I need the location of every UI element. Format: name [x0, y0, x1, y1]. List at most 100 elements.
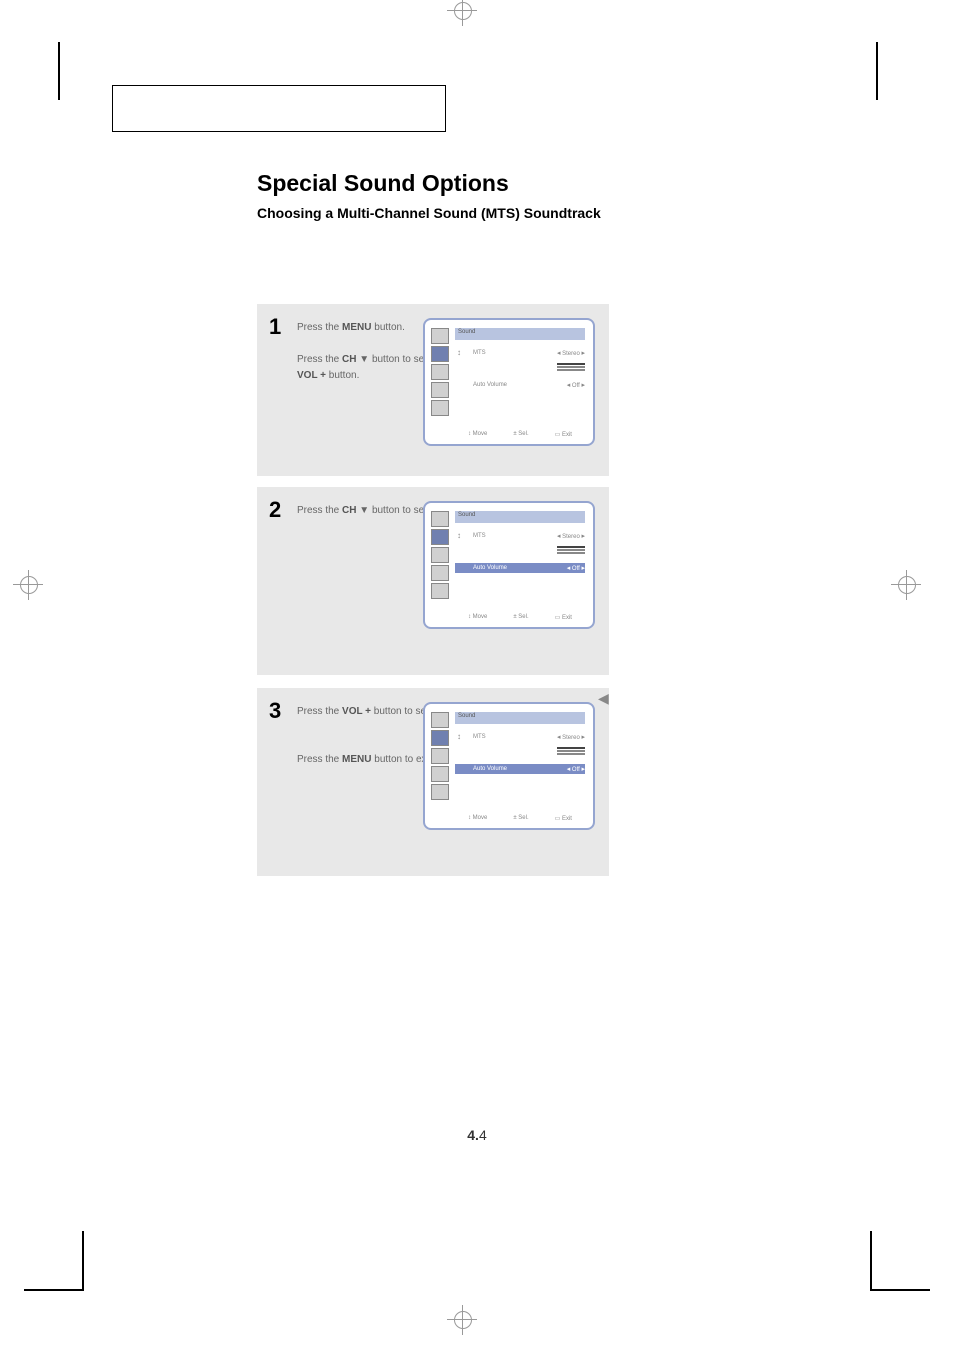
menu-tab-icon — [431, 712, 449, 728]
menu-row-label: Auto Volume — [473, 565, 507, 571]
menu-tab-icon — [431, 730, 449, 746]
updown-icon: ↕ — [468, 614, 471, 620]
menu-tab-icon — [431, 364, 449, 380]
step1-t1c: button. — [371, 322, 404, 333]
menu-footer: ↕ Move ± Sel. ▭ Exit — [455, 614, 585, 621]
page-num-prefix: 4. — [467, 1127, 479, 1143]
step3-t1a: Press the — [297, 706, 342, 717]
menu-tab-icon — [431, 382, 449, 398]
step-3-number: 3 — [269, 698, 281, 724]
bars-icon — [557, 546, 585, 554]
menu-icon: ▭ — [555, 615, 561, 621]
footer-move: Move — [473, 614, 488, 620]
step-2-box: 2 Press the CH ▼ button to select "MTS".… — [257, 487, 609, 675]
menu-title: Sound — [455, 712, 585, 724]
note-arrow-icon: ◀ — [598, 690, 609, 707]
corner-mark-bl-v — [82, 1231, 84, 1291]
footer-exit: Exit — [562, 432, 572, 438]
step2-t1a: Press the — [297, 505, 342, 516]
menu-row-label: Auto Volume — [473, 766, 507, 772]
corner-mark-br-h — [870, 1289, 930, 1291]
arrow-right-icon: ▸ — [581, 766, 585, 773]
menu-row-mts: MTS ◂ Stereo ▸ — [455, 732, 585, 742]
menu-row-val: Stereo — [562, 735, 580, 741]
footer-move: Move — [473, 815, 488, 821]
menu-tab-icon — [431, 529, 449, 545]
page-subtitle: Choosing a Multi-Channel Sound (MTS) Sou… — [257, 205, 601, 221]
menu-row-val: Off — [572, 566, 580, 572]
arrow-right-icon: ▸ — [581, 533, 585, 540]
menu-row-value: ◂ Off ▸ — [567, 381, 585, 389]
menu-tab-icon — [431, 784, 449, 800]
menu-row-value: ◂ Stereo ▸ — [557, 532, 585, 540]
menu-tab-icon — [431, 511, 449, 527]
menu-row-value: ◂ Stereo ▸ — [557, 733, 585, 741]
footer-sel: Sel. — [518, 614, 528, 620]
menu-tab-icon — [431, 748, 449, 764]
corner-mark-bl-h — [24, 1289, 84, 1291]
step-1-number: 1 — [269, 314, 281, 340]
menu-row-autovol-highlighted: Auto Volume ◂ Off ▸ — [455, 563, 585, 573]
corner-mark-tr-v — [876, 42, 878, 100]
menu-footer: ↕ Move ± Sel. ▭ Exit — [455, 815, 585, 822]
menu-tabs — [431, 712, 449, 802]
step1-t1b: MENU — [342, 322, 371, 333]
step1-t2e: button. — [326, 370, 359, 381]
menu-screenshot-2: Sound ↕ MTS ◂ Stereo ▸ Auto Volume ◂ Off… — [423, 501, 595, 629]
page-num-value: 4 — [479, 1127, 487, 1143]
menu-row-bars — [455, 362, 585, 372]
step3-t2b: MENU — [342, 754, 371, 765]
corner-mark-tl-v — [58, 42, 60, 100]
menu-row-value: ◂ Off ▸ — [567, 564, 585, 572]
step-3-box: 3 Press the VOL + button to select "Mono… — [257, 688, 609, 876]
corner-mark-br-v — [870, 1231, 872, 1291]
step1-t2b: CH — [342, 354, 356, 365]
menu-row-val: Stereo — [562, 351, 580, 357]
menu-tab-icon — [431, 328, 449, 344]
menu-title: Sound — [455, 328, 585, 340]
menu-row-value: ◂ Off ▸ — [567, 765, 585, 773]
footer-move: Move — [473, 431, 488, 437]
updown-icon: ↕ — [468, 815, 471, 821]
arrow-right-icon: ▸ — [581, 734, 585, 741]
menu-tab-icon — [431, 766, 449, 782]
menu-row-autovol-highlighted: Auto Volume ◂ Off ▸ — [455, 764, 585, 774]
menu-row-val: Off — [572, 383, 580, 389]
menu-row-label: MTS — [473, 734, 486, 740]
menu-tab-icon — [431, 400, 449, 416]
menu-row-bars — [455, 746, 585, 756]
arrow-left-icon: ◂ — [567, 565, 571, 572]
arrow-left-icon: ◂ — [567, 766, 571, 773]
menu-screenshot-1: Sound ↕ MTS ◂ Stereo ▸ Auto Volume ◂ Off… — [423, 318, 595, 446]
header-box — [112, 85, 446, 132]
arrow-left-icon: ◂ — [557, 350, 561, 357]
menu-row-bars — [455, 545, 585, 555]
arrow-right-icon: ▸ — [581, 565, 585, 572]
arrow-right-icon: ▸ — [581, 350, 585, 357]
step1-t1a: Press the — [297, 322, 342, 333]
menu-row-autovol: Auto Volume ◂ Off ▸ — [455, 380, 585, 390]
menu-row-label: MTS — [473, 350, 486, 356]
menu-title: Sound — [455, 511, 585, 523]
menu-row-value: ◂ Stereo ▸ — [557, 349, 585, 357]
bars-icon — [557, 363, 585, 371]
footer-exit: Exit — [562, 816, 572, 822]
step2-t1b: CH — [342, 505, 356, 516]
menu-tab-icon — [431, 547, 449, 563]
menu-footer: ↕ Move ± Sel. ▭ Exit — [455, 431, 585, 438]
arrow-left-icon: ◂ — [557, 734, 561, 741]
footer-sel: Sel. — [518, 815, 528, 821]
step3-t1b: VOL + — [342, 706, 371, 717]
page-title: Special Sound Options — [257, 170, 509, 197]
menu-icon: ▭ — [555, 432, 561, 438]
menu-row-mts: MTS ◂ Stereo ▸ — [455, 348, 585, 358]
step-1-box: 1 Press the MENU button. Press the CH ▼ … — [257, 304, 609, 476]
menu-tabs — [431, 511, 449, 601]
menu-tab-icon — [431, 565, 449, 581]
step1-t2d: VOL + — [297, 370, 326, 381]
menu-row-mts: MTS ◂ Stereo ▸ — [455, 531, 585, 541]
arrow-right-icon: ▸ — [581, 382, 585, 389]
arrow-left-icon: ◂ — [567, 382, 571, 389]
menu-row-val: Off — [572, 767, 580, 773]
page-number: 4.4 — [0, 1127, 954, 1143]
